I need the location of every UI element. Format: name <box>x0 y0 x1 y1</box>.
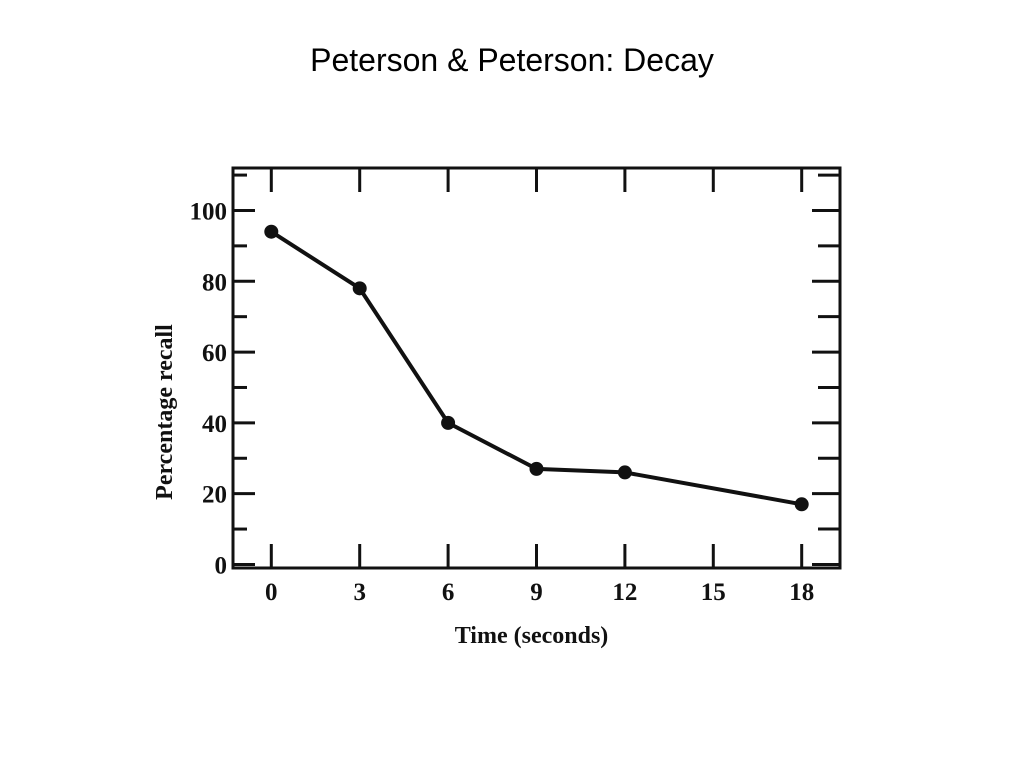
x-tick-label: 9 <box>530 579 543 606</box>
slide-title: Peterson & Peterson: Decay <box>310 42 714 78</box>
y-tick-label: 0 <box>215 552 228 579</box>
y-tick-label: 80 <box>202 269 227 296</box>
plot-border <box>231 166 842 570</box>
series-line <box>270 230 803 507</box>
x-tick-label: 12 <box>612 579 637 606</box>
x-tick-label: 15 <box>701 579 726 606</box>
x-axis-title: Time (seconds) <box>455 623 609 649</box>
y-tick-label: 40 <box>202 411 227 438</box>
x-tick-label: 18 <box>789 579 814 606</box>
data-point <box>529 461 544 476</box>
y-axis-ticks: 0 20 40 60 80 100 <box>190 173 840 579</box>
data-point <box>352 281 367 296</box>
x-tick-label: 3 <box>353 579 366 606</box>
y-tick-label: 20 <box>202 482 227 509</box>
data-point <box>794 497 809 512</box>
plot-frame <box>231 166 842 570</box>
x-axis-ticks: 0 3 6 9 12 15 18 <box>265 168 814 606</box>
x-tick-label: 6 <box>442 579 455 606</box>
y-axis-title: Percentage recall <box>152 324 178 500</box>
y-tick-label: 100 <box>190 198 228 225</box>
data-series <box>264 224 809 512</box>
x-tick-label: 0 <box>265 579 278 606</box>
data-point <box>264 224 279 239</box>
data-point <box>441 415 456 430</box>
y-tick-label: 60 <box>202 340 227 367</box>
data-point <box>617 465 632 480</box>
